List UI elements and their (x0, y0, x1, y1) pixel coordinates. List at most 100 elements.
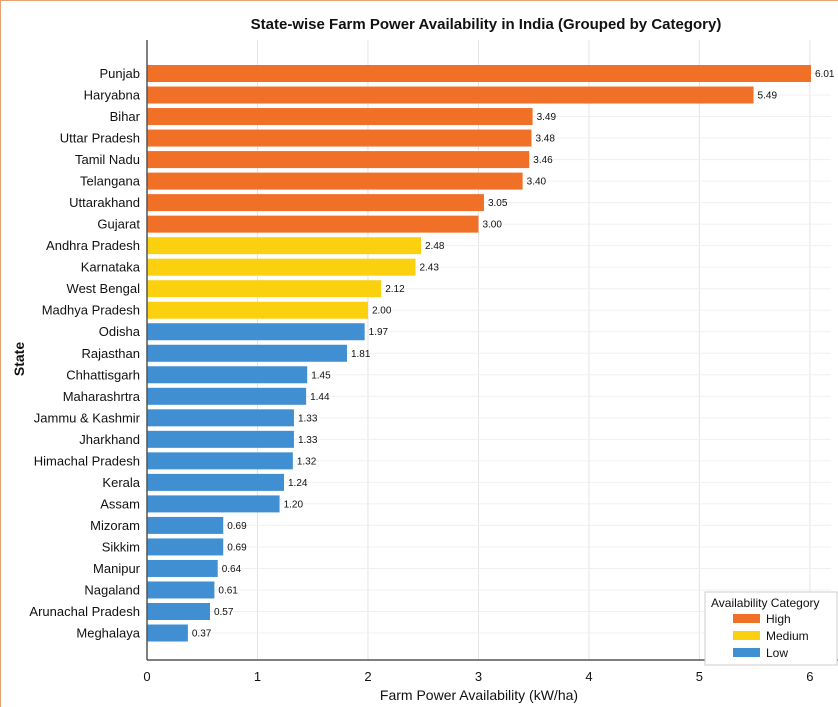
data-label: 0.69 (227, 521, 247, 532)
legend-box (704, 591, 838, 666)
x-tick-label: 5 (696, 669, 703, 684)
y-tick-label: Tamil Nadu (75, 152, 140, 167)
data-label: 1.97 (369, 327, 389, 338)
data-label: 3.00 (482, 220, 502, 231)
data-label: 3.05 (488, 198, 508, 209)
legend-label: Low (766, 646, 788, 660)
bar (147, 473, 284, 491)
y-tick-label: Assam (100, 496, 140, 511)
y-tick-label: Karnataka (81, 260, 141, 275)
y-tick-label: Gujarat (97, 217, 140, 232)
data-label: 3.40 (527, 177, 547, 188)
y-tick-label: Telangana (80, 174, 141, 189)
bar (147, 108, 533, 126)
bar (147, 258, 416, 276)
legend-swatch (733, 631, 760, 640)
bar (147, 495, 280, 513)
y-tick-label: Chhattisgarh (66, 367, 140, 382)
data-label: 6.01 (815, 69, 835, 80)
y-tick-label: Maharashrtra (63, 389, 141, 404)
y-tick-label: Arunachal Pradesh (29, 604, 140, 619)
data-label: 2.48 (425, 241, 445, 252)
bar (147, 86, 754, 104)
y-tick-label: Jammu & Kashmir (34, 410, 141, 425)
y-tick-label: Sikkim (102, 539, 140, 554)
y-tick-label: Jharkhand (79, 432, 140, 447)
bar (147, 430, 294, 448)
bar (147, 323, 365, 341)
y-tick-label: Uttarakhand (69, 195, 140, 210)
y-tick-label: Haryabna (84, 88, 141, 103)
bar (147, 624, 188, 642)
data-label: 1.44 (310, 392, 330, 403)
x-tick-label: 4 (585, 669, 592, 684)
y-axis-title: State (11, 342, 27, 376)
bar (147, 194, 484, 212)
data-label: 0.69 (227, 542, 247, 553)
data-label: 1.32 (297, 456, 317, 467)
y-tick-label: Mizoram (90, 518, 140, 533)
x-tick-label: 6 (806, 669, 813, 684)
legend-label: High (766, 612, 791, 626)
bar (147, 280, 382, 298)
bar (147, 151, 530, 169)
y-tick-label: Madhya Pradesh (42, 303, 140, 318)
bar (147, 387, 307, 405)
y-tick-label: Nagaland (84, 582, 140, 597)
y-tick-label: Bihar (110, 109, 141, 124)
bar (147, 409, 294, 427)
y-tick-label: Andhra Pradesh (46, 238, 140, 253)
data-label: 2.43 (419, 263, 439, 274)
bar (147, 559, 218, 577)
data-label: 1.45 (311, 370, 331, 381)
bar (147, 65, 811, 82)
data-label: 1.33 (298, 435, 318, 446)
bar (147, 603, 210, 620)
chart-title: State-wise Farm Power Availability in In… (251, 16, 722, 33)
data-label: 1.33 (298, 413, 318, 424)
data-label: 3.46 (533, 155, 553, 166)
bar (147, 516, 224, 534)
bar (147, 237, 421, 255)
bar (147, 301, 368, 319)
data-label: 1.20 (284, 499, 304, 510)
data-label: 1.81 (351, 349, 371, 360)
bar (147, 581, 215, 599)
legend: Availability Category High Medium Low (704, 591, 838, 666)
bar (147, 129, 532, 147)
data-label: 1.24 (288, 478, 308, 489)
x-axis-title: Farm Power Availability (kW/ha) (380, 687, 578, 703)
data-label: 3.48 (535, 134, 555, 145)
data-label: 5.49 (758, 91, 778, 102)
y-tick-label: Manipur (93, 561, 141, 576)
y-tick-label: Rajasthan (81, 346, 140, 361)
data-label: 2.00 (372, 306, 392, 317)
label-layer: 0 1 2 3 4 5 6 Punjab 6.01 Haryabna 5.49 Bihar 3.49 Ut… (29, 66, 834, 684)
data-label: 0.37 (192, 629, 212, 640)
legend-swatch (733, 614, 760, 623)
y-tick-label: Meghalaya (76, 626, 140, 641)
legend-entries: High Medium Low (733, 612, 809, 660)
legend-swatch (733, 648, 760, 657)
bar (147, 538, 224, 556)
x-tick-label: 2 (364, 669, 371, 684)
y-tick-label: Odisha (99, 324, 141, 339)
y-tick-label: Himachal Pradesh (34, 453, 140, 468)
legend-label: Medium (766, 629, 809, 643)
bar (147, 366, 308, 384)
bar (147, 452, 293, 470)
data-label: 0.57 (214, 607, 234, 618)
bar (147, 344, 347, 362)
x-tick-label: 1 (254, 669, 261, 684)
y-tick-label: Kerala (102, 475, 140, 490)
data-label: 0.61 (218, 585, 238, 596)
x-tick-label: 0 (143, 669, 150, 684)
bar (147, 172, 523, 190)
data-label: 0.64 (222, 564, 242, 575)
y-tick-label: West Bengal (67, 281, 141, 296)
bar-layer (147, 65, 811, 642)
x-tick-label: 3 (475, 669, 482, 684)
y-tick-label: Punjab (100, 66, 140, 81)
